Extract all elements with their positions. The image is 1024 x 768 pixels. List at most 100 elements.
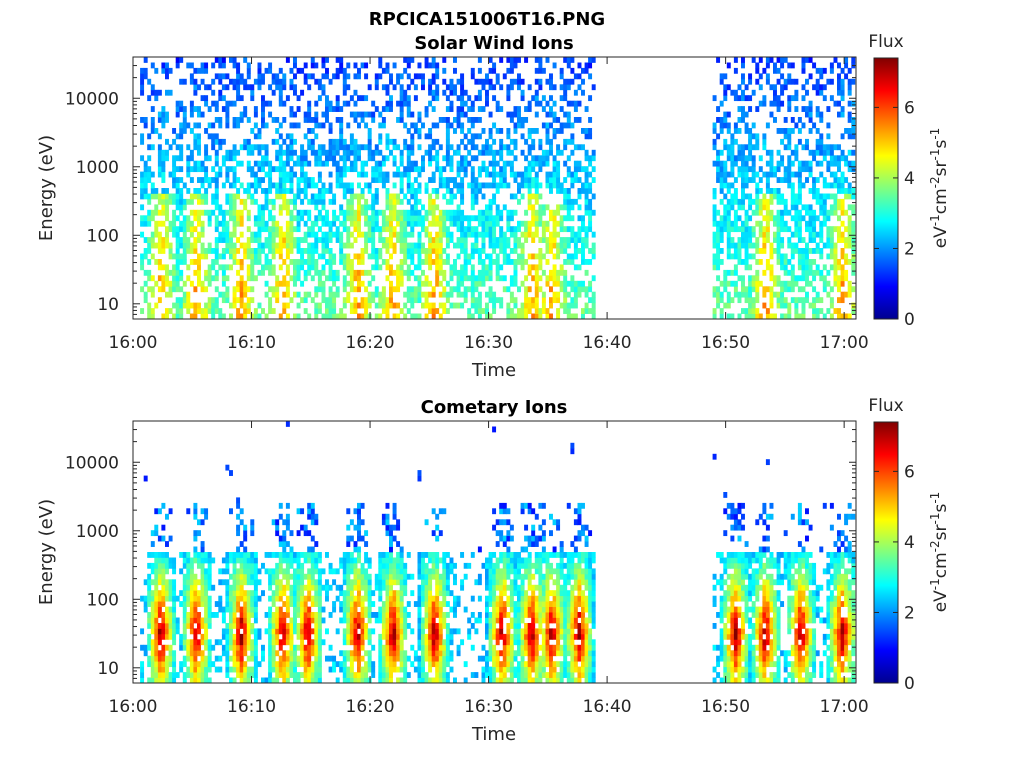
heatmap-cell [271,579,276,586]
heatmap-cell [246,552,251,558]
heatmap-cell [758,84,763,91]
heatmap-cell [197,612,201,618]
heatmap-cell [403,57,408,63]
heatmap-cell [389,242,393,249]
heatmap-cell [339,57,344,63]
heatmap-cell [563,89,568,96]
heatmap-cell [353,237,358,243]
heatmap-cell [175,231,180,238]
heatmap-cell [527,133,532,140]
heatmap-cell [524,171,529,178]
heatmap-cell [755,133,760,140]
heatmap-cell [310,226,315,233]
heatmap-cell [527,308,532,314]
heatmap-cell [819,84,824,91]
heatmap-cell [239,259,244,265]
heatmap-cell [207,302,212,309]
heatmap-cell [570,177,575,183]
heatmap-cell [566,78,571,85]
heatmap-cell [812,248,817,254]
heatmap-cell [211,133,216,140]
heatmap-cell [538,182,543,189]
heatmap-cell [438,215,443,222]
heatmap-cell [285,155,290,162]
heatmap-cell [282,623,287,629]
heatmap-cell [481,231,486,238]
heatmap-cell [410,57,415,63]
heatmap-cell [239,144,244,151]
heatmap-cell [307,128,312,134]
heatmap-cell [449,155,454,162]
heatmap-cell [797,128,802,134]
heatmap-cell [246,166,251,173]
heatmap-cell [563,237,568,243]
heatmap-cell [360,111,365,118]
heatmap-cell [271,612,276,618]
heatmap-cell [179,639,184,646]
heatmap-cell [588,286,593,293]
heatmap-cell [278,502,283,509]
heatmap-cell [730,297,735,304]
heatmap-cell [282,541,287,547]
heatmap-cell [428,193,433,200]
heatmap-cell [236,248,241,254]
heatmap-cell [385,220,390,227]
heatmap-cell [364,248,369,254]
heatmap-cell [470,286,475,293]
heatmap-cell [236,606,241,613]
heatmap-cell [481,106,486,112]
heatmap-cell [744,220,749,227]
heatmap-cell [211,138,216,145]
heatmap-cell [829,155,834,162]
heatmap-cell [232,584,237,591]
heatmap-cell [524,237,529,243]
heatmap-cell [381,242,386,249]
heatmap-cell [790,117,795,123]
heatmap-cell [232,655,237,662]
heatmap-cell [239,242,244,249]
heatmap-cell [200,633,205,640]
heatmap-cell [200,677,205,684]
heatmap-cell [481,308,486,314]
heatmap-cell [431,106,436,112]
heatmap-cell [214,117,219,123]
heatmap-cell [577,248,582,254]
heatmap-cell [531,209,536,216]
heatmap-cell [236,552,241,558]
heatmap-cell [801,286,806,293]
heatmap-cell [253,237,258,243]
heatmap-cell [150,552,155,558]
heatmap-cell [783,133,788,140]
heatmap-cell [154,67,159,74]
heatmap-cell [538,248,543,254]
heatmap-cell [534,155,539,162]
heatmap-cell [253,677,258,684]
heatmap-cell [193,67,198,74]
heatmap-cell [392,193,397,200]
heatmap-cell [296,160,301,167]
heatmap-cell [236,237,241,243]
heatmap-cell [716,133,721,140]
heatmap-cell [413,248,418,254]
heatmap-cell [268,248,273,254]
heatmap-cell [719,177,724,183]
heatmap-cell [168,171,173,178]
heatmap-cell [765,264,770,271]
heatmap-cell [481,166,486,173]
heatmap-cell [225,242,230,249]
heatmap-cell [221,579,226,586]
heatmap-cell [204,573,209,580]
heatmap-cell [275,226,280,233]
heatmap-cell [541,155,546,162]
heatmap-cell [467,313,472,320]
heatmap-cell [726,155,731,162]
heatmap-cell [154,579,159,586]
heatmap-cell [239,606,244,613]
heatmap-cell [321,193,326,200]
heatmap-cell [150,242,155,249]
heatmap-cell [517,57,521,63]
heatmap-cell [143,297,148,304]
heatmap-cell [805,166,809,173]
heatmap-cell [172,286,177,293]
heatmap-cell [808,237,813,243]
